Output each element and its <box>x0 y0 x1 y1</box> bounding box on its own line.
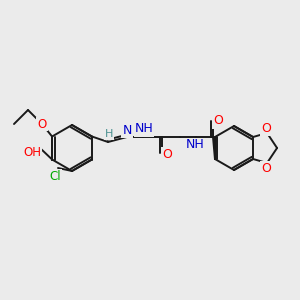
Text: O: O <box>261 122 271 134</box>
Text: N: N <box>122 124 132 136</box>
Text: NH: NH <box>135 122 153 136</box>
Text: O: O <box>261 161 271 175</box>
Text: H: H <box>105 129 113 139</box>
Text: O: O <box>38 118 46 130</box>
Text: O: O <box>213 115 223 128</box>
Text: O: O <box>162 148 172 160</box>
Text: OH: OH <box>23 146 41 158</box>
Text: Cl: Cl <box>49 169 61 182</box>
Text: NH: NH <box>186 139 204 152</box>
